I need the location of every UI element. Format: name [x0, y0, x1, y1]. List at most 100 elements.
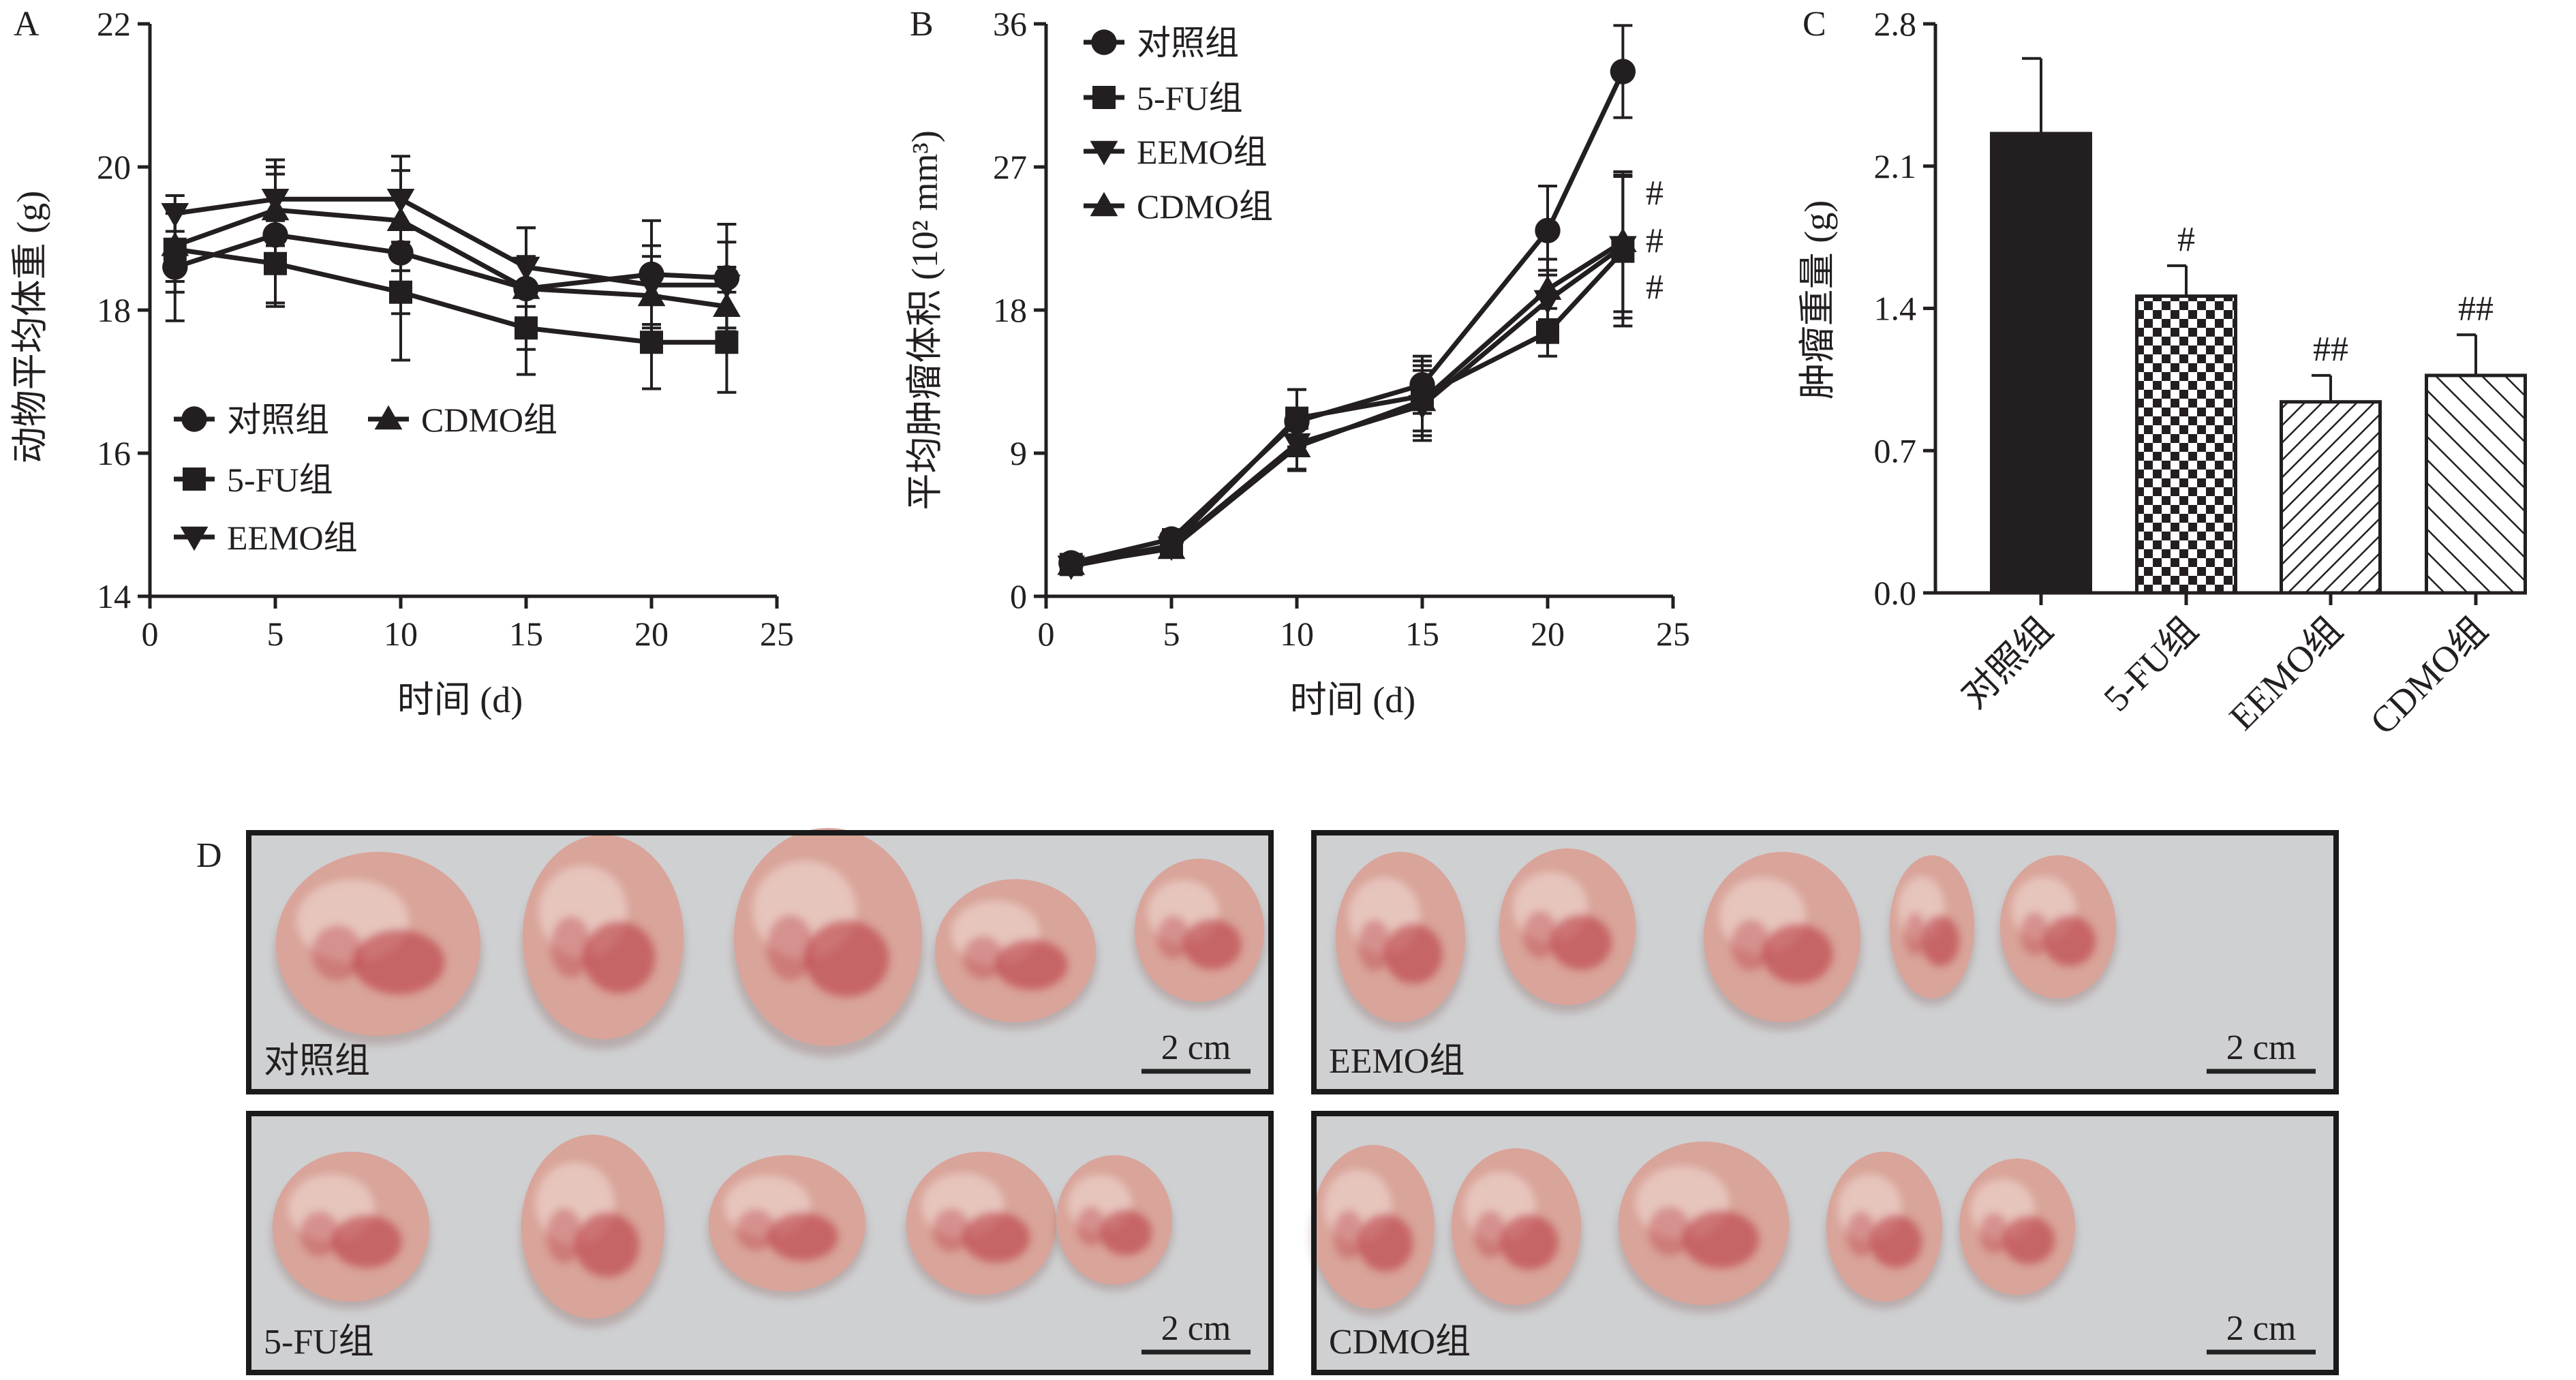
tumor-blood-spot	[1648, 1207, 1691, 1256]
tumor-specimen	[1888, 855, 1976, 1006]
panel-label-d: D	[196, 836, 222, 875]
y-axis-title-b: 平均肿瘤体积 (10² mm³)	[904, 130, 945, 510]
series-line-0	[1070, 70, 1625, 566]
x-tick-label: EEMO组	[2222, 609, 2350, 738]
tumor-blood-spot	[1731, 920, 1770, 971]
tumor-specimen	[732, 828, 924, 1057]
y-axis-title-a: 动物平均体重 (g)	[10, 191, 50, 463]
data-point	[1609, 228, 1637, 252]
chart-panel-b: 平均肿瘤体积 (10² mm³) 时间 (d) 0 9 18 27 36 0 5 10 15 20…	[904, 5, 1690, 720]
x-axis-title-b: 时间 (d)	[1290, 679, 1415, 720]
tumor-blood-spot	[1523, 911, 1557, 958]
significance-mark: ##	[2313, 330, 2348, 369]
tumor-specimen	[1133, 859, 1266, 1009]
tumor-blood-spot	[1921, 916, 1960, 966]
y-tick-label: 18	[97, 291, 131, 329]
photo-frame	[1311, 1111, 2339, 1375]
tumor-blood-spot	[2002, 1216, 2055, 1264]
x-tick-label: 5-FU组	[2096, 609, 2205, 719]
tumor-specimen	[1055, 1155, 1174, 1291]
tumor-blood-spot	[1358, 920, 1391, 971]
tumor-blood-spot	[736, 1210, 776, 1251]
tumor-blood-spot	[2043, 916, 2096, 966]
x-tick-label: 5	[1163, 615, 1180, 653]
tumor-specimen	[1450, 1148, 1582, 1313]
legend-marker	[1090, 191, 1118, 217]
tumor-specimen	[1498, 848, 1637, 1013]
y-tick-label: 20	[97, 148, 131, 186]
tumor-blood-spot	[2020, 913, 2050, 955]
bar-0	[1990, 132, 2092, 595]
series-line-3	[174, 207, 727, 309]
legend-marker	[1091, 29, 1117, 55]
legend-marker	[181, 406, 207, 432]
y-tick-label: 36	[993, 5, 1027, 43]
tumor-photo-panel: 对照组 2 cm EEMO组 2 cm 5-FU组 2 cm CDMO组 2 cm	[246, 828, 2339, 1375]
x-tick-label: 5	[267, 615, 284, 653]
tumor-blood-spot	[767, 915, 814, 981]
x-tick-label: 10	[384, 615, 418, 653]
tumor-blood-spot	[995, 940, 1068, 990]
tumor-specimen	[1616, 1141, 1791, 1313]
tumor-blood-spot	[583, 921, 656, 994]
photo-group-label: EEMO组	[1329, 1042, 1465, 1081]
data-point	[512, 275, 540, 299]
x-tick-label: 20	[1531, 615, 1565, 653]
x-tick-label: 20	[634, 615, 669, 653]
chart-panel-a: 动物平均体重 (g) 时间 (d) 14 16 18 20 22 0 5 10 15 20 25 对照…	[10, 5, 794, 720]
y-tick-label: 22	[97, 5, 131, 43]
tumor-blood-spot	[767, 1213, 838, 1261]
data-point	[1157, 534, 1186, 559]
tumor-specimen	[274, 852, 482, 1045]
data-point	[1533, 275, 1562, 300]
tumor-blood-spot	[1682, 1211, 1760, 1268]
y-tick-label: 2.8	[1874, 5, 1917, 43]
tumor-blood-spot	[1846, 1212, 1876, 1257]
y-tick-label: 1.4	[1874, 290, 1917, 328]
y-tick-label: 0.7	[1874, 431, 1917, 470]
photo-frame	[246, 1111, 1274, 1375]
tumor-blood-spot	[1500, 1214, 1559, 1270]
tumor-blood-spot	[1099, 1210, 1152, 1256]
scale-bar-label: 2 cm	[1161, 1309, 1231, 1348]
chart-panel-c: 肿瘤重量 (g) 0.0 0.7 1.4 2.1 2.8 对照组 #5-FU组 ## EEMO组…	[1797, 5, 2527, 742]
tumor-specimen	[1999, 855, 2117, 1006]
y-tick-label: 9	[1010, 434, 1027, 472]
x-tick-label: 25	[760, 615, 794, 653]
tumor-blood-spot	[1076, 1207, 1106, 1246]
tumor-blood-spot	[1550, 915, 1612, 970]
significance-mark: #	[2177, 220, 2195, 259]
photo-group-label: CDMO组	[1329, 1323, 1471, 1362]
bar-3	[2425, 373, 2527, 595]
tumor-specimen	[1334, 852, 1467, 1031]
x-tick-label: 0	[142, 615, 159, 653]
data-point	[713, 292, 741, 318]
scale-bar-label: 2 cm	[2226, 1028, 2297, 1067]
tumor-blood-spot	[1333, 1210, 1364, 1259]
significance-mark: #	[1646, 221, 1663, 260]
legend-marker	[183, 467, 206, 491]
tumor-specimen	[521, 835, 686, 1049]
tumor-blood-spot	[1384, 924, 1443, 984]
legend-label: EEMO组	[1137, 133, 1268, 171]
x-tick-label: 15	[1405, 615, 1439, 653]
data-point	[264, 251, 287, 275]
tumor-blood-spot	[1904, 913, 1926, 955]
data-point	[1283, 433, 1311, 457]
tumor-blood-spot	[932, 1209, 970, 1252]
y-tick-label: 0.0	[1874, 574, 1917, 612]
tumor-specimen	[1702, 852, 1862, 1031]
scale-bar-label: 2 cm	[1161, 1028, 1231, 1067]
x-axis-title-a: 时间 (d)	[397, 679, 523, 720]
data-point	[1408, 386, 1437, 412]
series-line-3	[1071, 239, 1625, 567]
tumor-specimen	[271, 1152, 431, 1309]
data-point	[1057, 550, 1086, 575]
tumor-blood-spot	[962, 1212, 1030, 1263]
bar-2	[2280, 400, 2382, 595]
panel-label-a: A	[14, 5, 40, 44]
tumor-specimen	[904, 1152, 1058, 1302]
tumor-blood-spot	[1474, 1211, 1507, 1258]
y-axis-title-c: 肿瘤重量 (g)	[1797, 200, 1838, 399]
